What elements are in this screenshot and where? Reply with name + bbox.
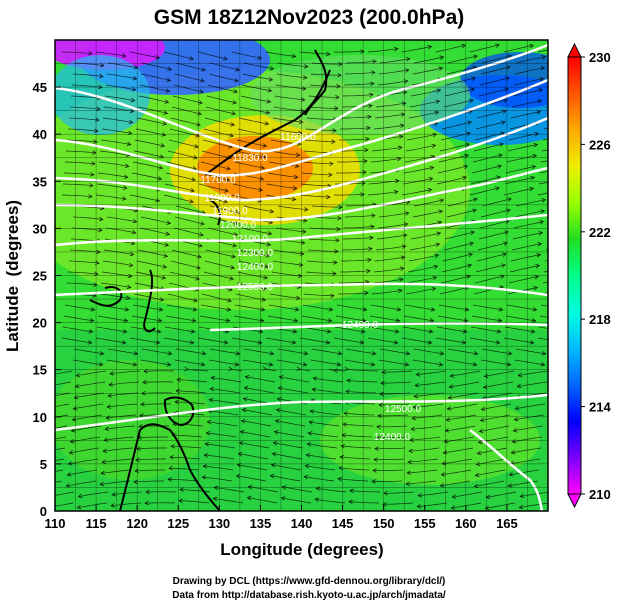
- colorbar-gradient: [568, 57, 581, 494]
- x-tick-label: 125: [167, 516, 189, 531]
- contour-label: 12400.0: [237, 262, 274, 273]
- contour-label: 12400.0: [374, 432, 411, 443]
- contour-label: 11900.0: [212, 206, 248, 217]
- x-tick-label: 155: [414, 516, 436, 531]
- contour-label: 11900.0: [204, 193, 240, 204]
- x-axis-label: Longitude (degrees): [220, 540, 383, 559]
- streamline-arrowhead: [33, 484, 37, 488]
- streamline-arrowhead: [41, 396, 45, 400]
- x-tick-label: 135: [250, 516, 272, 531]
- streamline-arrowhead: [42, 385, 46, 389]
- y-tick-label: 15: [33, 363, 47, 378]
- y-tick-label: 10: [33, 410, 47, 425]
- contour-label: 11700.0: [200, 175, 236, 186]
- credit-drawing: Drawing by DCL (https://www.gfd-dennou.o…: [173, 576, 446, 587]
- contour-label: 12100.0: [232, 234, 269, 245]
- y-axis-label: Latitude (degrees): [3, 200, 22, 352]
- temperature-field: 11830.0 11700.0 11900.0 11900.0 12000.0 12100…: [10, 25, 580, 511]
- y-tick-label: 20: [33, 316, 47, 331]
- x-tick-label: 115: [86, 516, 107, 531]
- streamline-arrowhead: [34, 473, 38, 477]
- colorbar-tick-label: 214: [589, 400, 611, 415]
- streamline-arrowhead: [564, 45, 568, 49]
- colorbar-tick-label: 226: [589, 137, 611, 152]
- y-tick-label: 40: [33, 127, 47, 142]
- streamline-arrowhead: [45, 495, 49, 499]
- y-tick-label: 45: [33, 80, 47, 95]
- x-tick-label: 145: [332, 516, 354, 531]
- x-tick-label: 130: [208, 516, 230, 531]
- chart-title: GSM 18Z12Nov2023 (200.0hPa): [154, 6, 465, 29]
- y-tick-label: 35: [33, 174, 47, 189]
- contour-label: 11600.0: [280, 132, 316, 143]
- plot-area: 11830.0 11700.0 11900.0 11900.0 12000.0 12100…: [10, 25, 580, 531]
- streamline-arrowhead: [564, 188, 568, 192]
- colorbar: 210 214 218 222 226 230: [568, 44, 611, 507]
- grid-lines: [55, 40, 548, 511]
- contour-label: 12000.0: [220, 220, 257, 231]
- contour-label: 12500.0: [237, 282, 274, 293]
- x-tick-label: 110: [45, 516, 66, 531]
- x-tick-label: 150: [373, 516, 395, 531]
- colorbar-tick-label: 230: [589, 50, 611, 65]
- contour-label: 11830.0: [232, 153, 268, 164]
- x-tick-label: 165: [496, 516, 518, 531]
- y-tick-label: 0: [40, 504, 47, 519]
- x-tick-label: 160: [455, 516, 477, 531]
- colorbar-min-arrow: [568, 494, 581, 507]
- credit-data: Data from http://database.rish.kyoto-u.a…: [172, 590, 446, 601]
- colorbar-tick-label: 222: [589, 225, 611, 240]
- y-tick-label: 30: [33, 221, 47, 236]
- streamline-arrowhead: [36, 451, 40, 455]
- x-tick-label: 140: [291, 516, 313, 531]
- colorbar-tick-label: 210: [589, 487, 611, 502]
- colorbar-max-arrow: [568, 44, 581, 57]
- y-tick-label: 5: [40, 457, 47, 472]
- streamline-arrowhead: [37, 440, 41, 444]
- contour-label: 12500.0: [385, 404, 422, 415]
- contour-label: 12400.0: [342, 320, 379, 331]
- streamline-arrowhead: [38, 429, 42, 433]
- streamline-arrowhead: [564, 341, 568, 345]
- y-tick-label: 25: [33, 269, 47, 284]
- streamline-arrowhead: [35, 462, 39, 466]
- contour-label: 12300.0: [237, 248, 274, 259]
- colorbar-tick-label: 218: [589, 312, 611, 327]
- x-tick-label: 120: [126, 516, 148, 531]
